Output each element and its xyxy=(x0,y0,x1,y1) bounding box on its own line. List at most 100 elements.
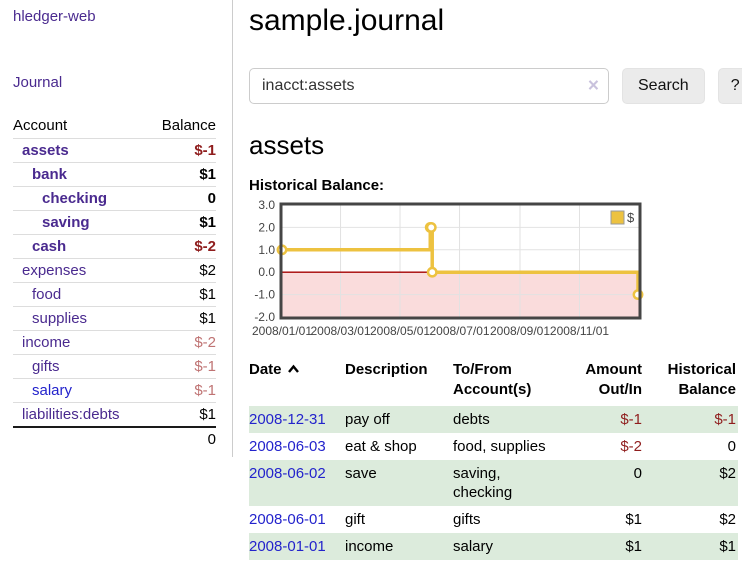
transaction-balance: $-1 xyxy=(714,411,736,428)
transaction-description: pay off xyxy=(345,411,390,428)
date-column-header[interactable]: Date xyxy=(249,358,345,406)
account-balance: $1 xyxy=(199,166,216,183)
transaction-amount: $1 xyxy=(625,538,642,555)
account-section-title: assets xyxy=(249,130,325,160)
account-row: bank $1 xyxy=(13,162,216,186)
account-balance: $2 xyxy=(199,262,216,279)
transaction-amount: $-2 xyxy=(620,438,642,455)
transaction-date-link[interactable]: 2008-01-01 xyxy=(249,538,326,555)
account-row: salary $-1 xyxy=(13,378,216,402)
transaction-balance: $2 xyxy=(719,511,736,528)
account-row: gifts $-1 xyxy=(13,354,216,378)
register-header-row: Date Description To/From Account(s) Amou… xyxy=(249,358,738,406)
transaction-date-link[interactable]: 2008-06-03 xyxy=(249,438,326,455)
transaction-accounts: gifts xyxy=(453,511,481,528)
balance-column-header: Balance xyxy=(161,117,216,134)
transaction-date-link[interactable]: 2008-12-31 xyxy=(249,411,326,428)
account-link-bank[interactable]: bank xyxy=(32,166,68,183)
svg-text:2008/01/01: 2008/01/01 xyxy=(252,324,312,338)
svg-text:2008/09/01: 2008/09/01 xyxy=(490,324,550,338)
account-link-supplies[interactable]: supplies xyxy=(32,310,88,327)
account-row: checking 0 xyxy=(13,186,216,210)
help-button[interactable]: ? xyxy=(717,68,742,104)
transaction-accounts: food, supplies xyxy=(453,438,546,455)
account-link-income[interactable]: income xyxy=(22,334,71,351)
accounts-total-row: 0 xyxy=(13,426,216,451)
transaction-description: save xyxy=(345,465,377,482)
account-balance: $-2 xyxy=(194,334,216,351)
account-link-checking[interactable]: checking xyxy=(42,190,108,207)
clear-search-icon[interactable]: × xyxy=(587,75,599,97)
accounts-column-header: To/From Account(s) xyxy=(453,361,532,398)
svg-text:2008/03/01: 2008/03/01 xyxy=(310,324,370,338)
account-row: supplies $1 xyxy=(13,306,216,330)
svg-text:2008/11/01: 2008/11/01 xyxy=(550,324,609,338)
register-row: 2008-06-01 gift gifts $1 $2 xyxy=(249,506,738,533)
account-balance: 0 xyxy=(207,190,216,207)
svg-text:2008/05/01: 2008/05/01 xyxy=(370,324,430,338)
register-row: 2008-01-01 income salary $1 $1 xyxy=(249,533,738,560)
account-link-expenses[interactable]: expenses xyxy=(22,262,87,279)
svg-text:-1.0: -1.0 xyxy=(254,288,275,302)
transaction-balance: 0 xyxy=(727,438,736,455)
amount-column-header: Amount Out/In xyxy=(585,361,642,398)
register-row: 2008-06-03 eat & shop food, supplies $-2… xyxy=(249,433,738,460)
register-row: 2008-06-02 save saving, checking 0 $2 xyxy=(249,460,738,506)
account-link-cash[interactable]: cash xyxy=(32,238,67,255)
transaction-description: gift xyxy=(345,511,366,528)
svg-text:-2.0: -2.0 xyxy=(254,310,275,324)
svg-text:3.0: 3.0 xyxy=(258,198,275,212)
account-balance: $-1 xyxy=(194,142,216,159)
account-link-food[interactable]: food xyxy=(32,286,62,303)
sidebar-item-journal[interactable]: Journal xyxy=(13,74,63,91)
app-brand-link[interactable]: hledger-web xyxy=(13,8,96,25)
description-column-header: Description xyxy=(345,361,428,378)
register-table: Date Description To/From Account(s) Amou… xyxy=(249,358,738,560)
transaction-accounts: debts xyxy=(453,411,490,428)
account-row: liabilities:debts $1 xyxy=(13,402,216,426)
account-link-assets[interactable]: assets xyxy=(22,142,69,159)
account-row: saving $1 xyxy=(13,210,216,234)
svg-text:1.0: 1.0 xyxy=(258,243,275,257)
account-link-saving[interactable]: saving xyxy=(42,214,90,231)
account-row: assets $-1 xyxy=(13,138,216,162)
search-form: × Search ? xyxy=(249,68,742,104)
main-content: sample.journal × Search ? assets Histori… xyxy=(233,0,742,560)
transaction-amount: $1 xyxy=(625,511,642,528)
accounts-table-header: Account Balance xyxy=(13,114,216,138)
account-link-salary[interactable]: salary xyxy=(32,382,73,399)
historical-balance-chart[interactable]: 3.0 2.0 1.0 0.0 -1.0 -2.0 2008/01/01 2008/03/01… xyxy=(249,198,742,348)
account-balance: $1 xyxy=(199,406,216,423)
transaction-balance: $1 xyxy=(719,538,736,555)
transaction-amount: $-1 xyxy=(620,411,642,428)
transaction-date-link[interactable]: 2008-06-01 xyxy=(249,511,326,528)
svg-text:2.0: 2.0 xyxy=(258,220,275,234)
svg-text:0.0: 0.0 xyxy=(258,265,275,279)
transaction-description: eat & shop xyxy=(345,438,417,455)
transaction-accounts: salary xyxy=(453,538,494,555)
account-balance: $-1 xyxy=(194,382,216,399)
account-row: cash $-2 xyxy=(13,234,216,258)
svg-text:2008/07/01: 2008/07/01 xyxy=(429,324,489,338)
transaction-balance: $2 xyxy=(719,465,736,482)
transaction-amount: 0 xyxy=(633,465,642,482)
accounts-total-value: 0 xyxy=(207,431,216,448)
balance-column-header: Historical Balance xyxy=(667,361,736,398)
account-link-liabilities-debts[interactable]: liabilities:debts xyxy=(22,406,120,423)
transaction-accounts: saving, checking xyxy=(453,465,513,501)
account-balance: $1 xyxy=(199,286,216,303)
transaction-date-link[interactable]: 2008-06-02 xyxy=(249,465,326,482)
account-column-header: Account xyxy=(13,117,68,134)
svg-text:$: $ xyxy=(627,210,635,225)
account-row: expenses $2 xyxy=(13,258,216,282)
account-row: food $1 xyxy=(13,282,216,306)
account-link-gifts[interactable]: gifts xyxy=(32,358,60,375)
page-title: sample.journal xyxy=(249,4,445,37)
chart-label: Historical Balance: xyxy=(249,177,385,194)
accounts-table: Account Balance assets $-1 bank $1 check… xyxy=(13,114,216,451)
search-input[interactable] xyxy=(249,68,609,104)
account-balance: $-1 xyxy=(194,358,216,375)
transaction-description: income xyxy=(345,538,394,555)
register-row: 2008-12-31 pay off debts $-1 $-1 xyxy=(249,406,738,433)
search-button[interactable]: Search xyxy=(622,68,705,104)
